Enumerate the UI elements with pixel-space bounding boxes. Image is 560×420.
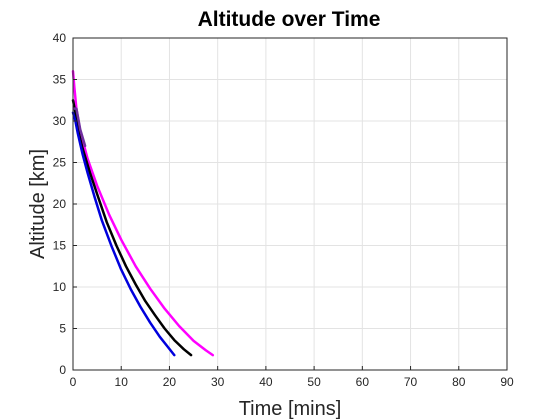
y-tick-label: 40 xyxy=(53,31,67,45)
series-line-3 xyxy=(71,111,176,357)
y-tick-label: 20 xyxy=(53,197,67,211)
y-tick-label: 0 xyxy=(59,363,66,377)
y-tick-label: 35 xyxy=(53,73,67,87)
x-axis-title: Time [mins] xyxy=(239,398,342,420)
y-axis-title: Altitude [km] xyxy=(27,149,49,259)
y-tick-label: 25 xyxy=(53,156,67,170)
x-tick-label: 90 xyxy=(500,375,514,389)
x-tick-label: 0 xyxy=(70,375,77,389)
x-tick-label: 70 xyxy=(404,375,418,389)
x-tick-label: 20 xyxy=(163,375,177,389)
y-tick-label: 5 xyxy=(59,322,66,336)
x-tick-label: 10 xyxy=(115,375,129,389)
grid xyxy=(72,37,508,371)
series-line-2 xyxy=(71,99,193,357)
x-tick-label: 60 xyxy=(356,375,370,389)
x-tick-label: 40 xyxy=(259,375,273,389)
y-tick-label: 10 xyxy=(53,280,67,294)
series-line-4 xyxy=(72,107,87,148)
x-tick-label: 80 xyxy=(452,375,466,389)
y-tick-label: 15 xyxy=(53,239,67,253)
x-tick-label: 30 xyxy=(211,375,225,389)
x-tick-label: 50 xyxy=(307,375,321,389)
chart-title: Altitude over Time xyxy=(198,8,381,31)
axis-ticks: 0 10 20 30 40 50 60 70 80 90 0 5 10 15 20 25 30 35 40 xyxy=(53,31,514,389)
y-tick-label: 30 xyxy=(53,114,67,128)
